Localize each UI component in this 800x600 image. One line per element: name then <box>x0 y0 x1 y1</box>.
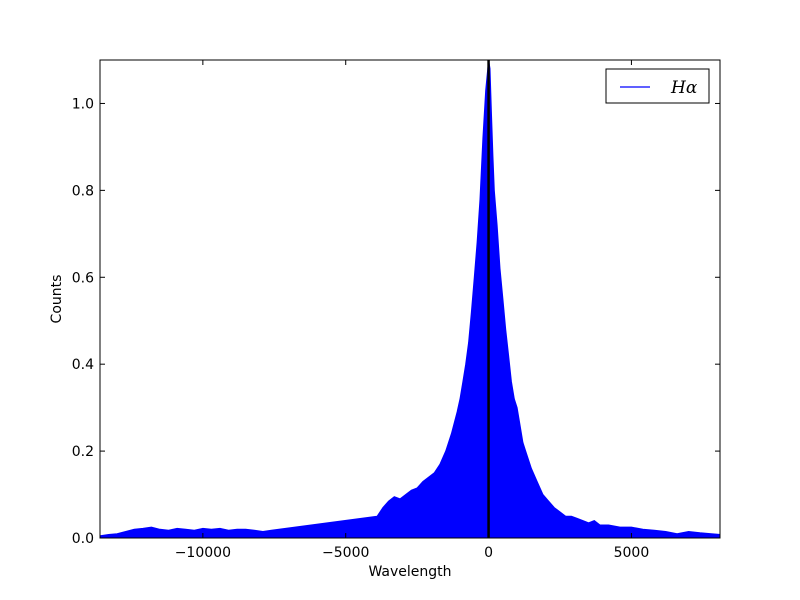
y-tick-label: 0.6 <box>72 270 94 286</box>
y-tick-label: 0.0 <box>72 531 94 547</box>
x-tick-label: 0 <box>484 545 493 561</box>
x-axis-label: Wavelength <box>368 564 451 580</box>
x-tick-label: 5000 <box>614 545 650 561</box>
legend: Hα <box>605 68 710 104</box>
y-tick-label: 0.2 <box>72 444 94 460</box>
y-axis-label: Counts <box>49 275 65 324</box>
series-area-halpha <box>99 59 721 539</box>
y-tick-label: 0.4 <box>72 357 94 373</box>
area-layer <box>99 59 721 539</box>
y-tick-label: 1.0 <box>72 96 94 112</box>
y-axis-ticks: 0.0 0.2 0.4 0.6 0.8 1.0 <box>72 96 720 547</box>
plot-area-background <box>100 60 720 538</box>
x-tick-label: −10000 <box>175 545 231 561</box>
plot-frame <box>99 59 721 539</box>
x-tick-label: −5000 <box>322 545 369 561</box>
legend-label: Hα <box>670 78 698 98</box>
x-axis-ticks: −10000 −5000 0 5000 <box>175 60 650 561</box>
y-tick-label: 0.8 <box>72 183 94 199</box>
legend-box <box>605 68 710 104</box>
